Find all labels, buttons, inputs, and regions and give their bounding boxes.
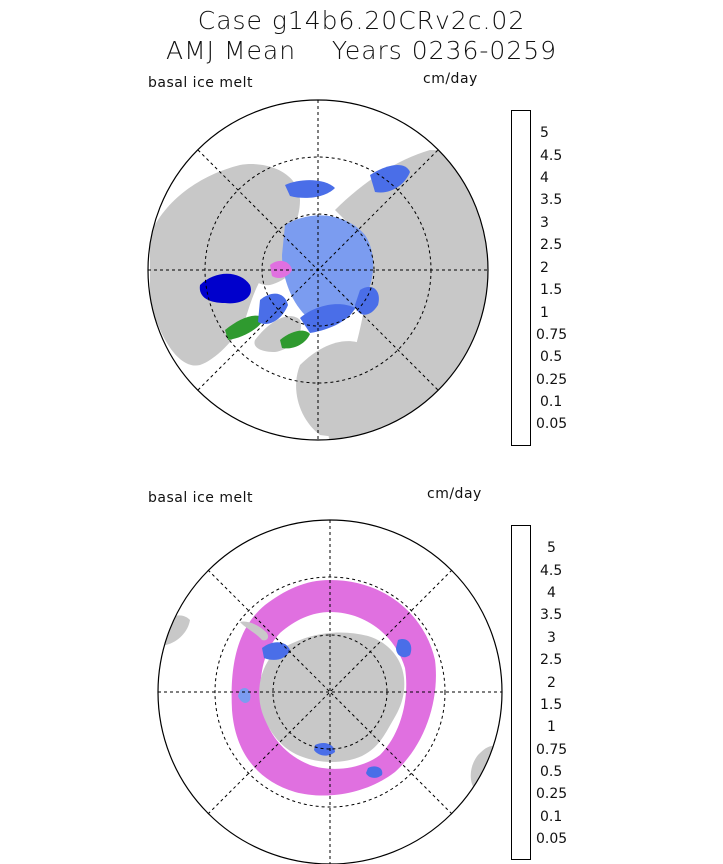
south-colorbar-label: 1 — [547, 719, 556, 735]
south-colorbar-label: 4.5 — [540, 563, 563, 579]
north-colorbar-label: 1.5 — [540, 282, 563, 298]
north-colorbar-label: 4 — [540, 170, 549, 186]
south-colorbar-label: 5 — [547, 540, 556, 556]
north-colorbar-label: 0.1 — [540, 394, 563, 410]
north-colorbar-label: 0.5 — [540, 349, 563, 365]
south-colorbar-label: 0.1 — [540, 809, 563, 825]
north-colorbar-label: 3.5 — [540, 192, 563, 208]
plot-title-period: AMJ Mean Years 0236-0259 — [165, 36, 558, 65]
north-colorbar-label: 0.75 — [536, 327, 568, 343]
south-units-label: cm/day — [427, 486, 482, 502]
north-land-europe — [296, 341, 392, 437]
north-colorbar-label: 1 — [540, 305, 549, 321]
south-colorbar-label: 3.5 — [540, 607, 563, 623]
north-melt-baffin — [258, 293, 288, 325]
north-colorbar-label: 5 — [540, 125, 549, 141]
north-colorbar-label: 4.5 — [540, 148, 563, 164]
south-colorbar-label: 2.5 — [540, 652, 563, 668]
north-melt-central-arctic — [282, 215, 374, 321]
south-melt-amundsen — [238, 688, 251, 703]
south-melt-dumont — [366, 766, 383, 778]
south-colorbar-label: 0.05 — [536, 831, 568, 847]
south-colorbar-label: 0.75 — [536, 742, 568, 758]
south-land-antarctica — [259, 632, 405, 762]
north-variable-label: basal ice melt — [148, 75, 253, 91]
south-colorbar-label: 0.5 — [540, 764, 563, 780]
south-colorbar-label: 0.25 — [536, 786, 568, 802]
south-colorbar-label: 3 — [547, 630, 556, 646]
north-units-label: cm/day — [423, 71, 478, 87]
north-colorbar-label: 0.05 — [536, 416, 568, 432]
north-melt-canadian-arch — [270, 260, 292, 278]
north-melt-greenland-sea — [280, 330, 310, 349]
north-melt-kara — [355, 286, 379, 315]
south-land-peninsula — [240, 621, 269, 641]
south-melt-weddell — [262, 642, 290, 660]
south-melt-ross — [314, 742, 335, 756]
north-melt-hudson-bay — [199, 273, 251, 304]
south-colorbar-label: 1.5 — [540, 697, 563, 713]
south-colorbar-label: 4 — [547, 585, 556, 601]
plot-title-case: Case g14b6.20CRv2c.02 — [197, 6, 526, 35]
south-colorbar-label: 2 — [547, 675, 556, 691]
north-colorbar-label: 0.25 — [536, 372, 568, 388]
south-melt-ring — [231, 580, 436, 796]
north-colorbar-label: 3 — [540, 215, 549, 231]
north-melt-bering-east — [370, 164, 410, 193]
north-melt-labrador — [225, 315, 265, 340]
north-colorbar-label: 2.5 — [540, 237, 563, 253]
south-variable-label: basal ice melt — [148, 490, 253, 506]
north-colorbar-label: 2 — [540, 260, 549, 276]
north-melt-siberian-coast — [285, 180, 335, 198]
south-colorbar — [511, 525, 531, 860]
south-melt-east — [396, 639, 412, 658]
north-colorbar — [511, 110, 531, 446]
